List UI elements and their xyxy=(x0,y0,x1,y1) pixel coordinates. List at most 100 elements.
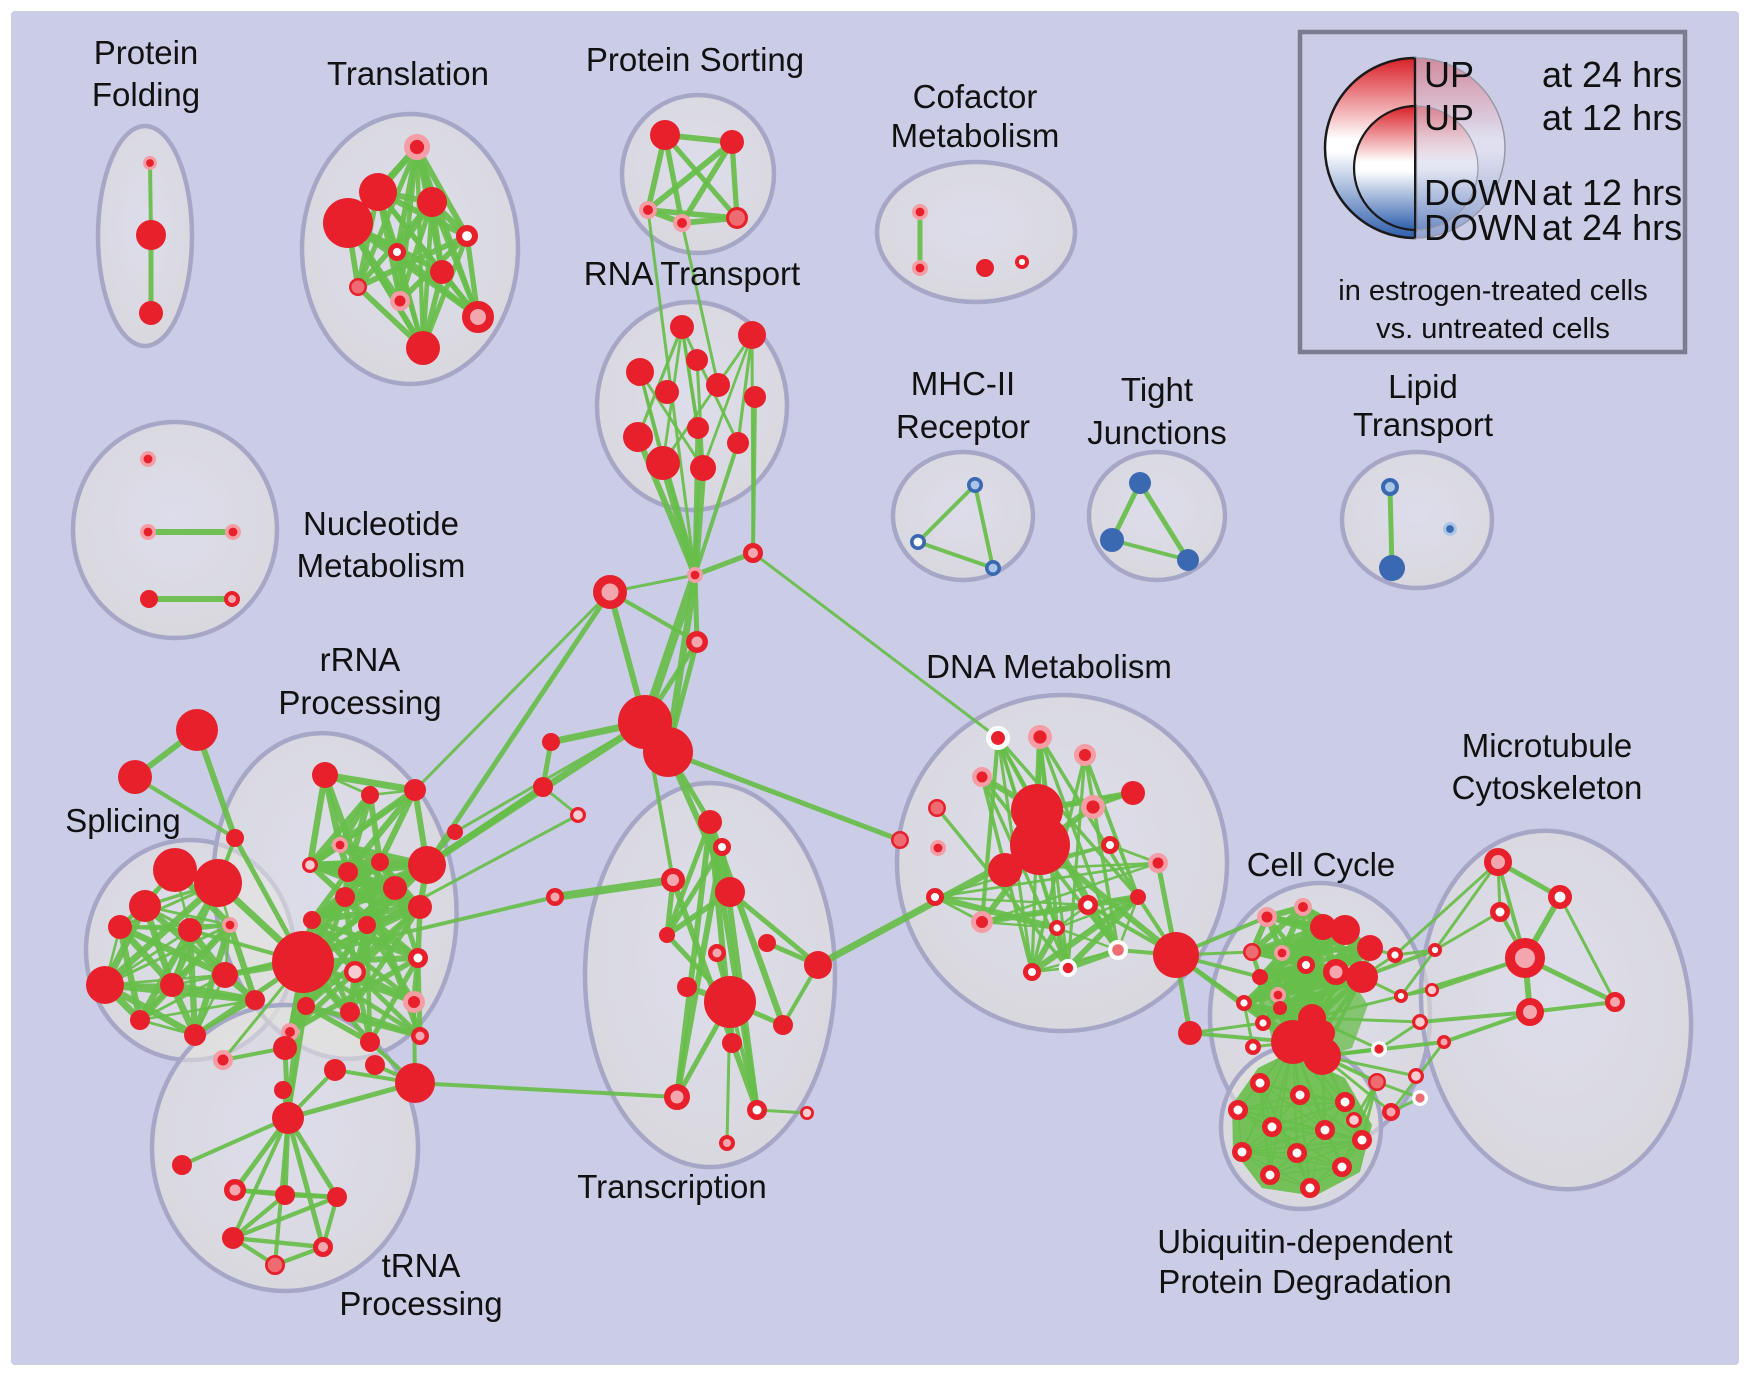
network-node xyxy=(371,853,389,871)
network-edge xyxy=(736,333,754,445)
network-node xyxy=(972,767,992,787)
network-node xyxy=(1379,555,1405,581)
network-edge xyxy=(424,589,613,868)
legend-up24-label: UP xyxy=(1424,54,1474,95)
network-edge xyxy=(1271,1101,1346,1128)
network-node xyxy=(349,278,367,296)
network-edge xyxy=(1110,538,1190,562)
network-edge xyxy=(1241,1129,1326,1153)
network-edge xyxy=(1241,962,1309,1006)
network-node xyxy=(655,380,679,404)
cluster-label-nucleotide: Metabolism xyxy=(297,547,466,584)
network-node xyxy=(1605,992,1625,1012)
network-edge xyxy=(1292,1041,1343,1168)
network-edge xyxy=(1393,860,1500,957)
cluster-label-protein-folding: Protein xyxy=(94,34,199,71)
legend-down24-label: DOWN xyxy=(1424,207,1538,248)
network-node xyxy=(706,373,730,397)
network-edge xyxy=(180,1116,290,1167)
network-node xyxy=(417,187,447,217)
network-node xyxy=(1100,835,1120,855)
network-edge xyxy=(101,879,222,989)
network-node xyxy=(273,1036,297,1060)
network-node xyxy=(130,1010,150,1030)
network-edge xyxy=(662,132,740,221)
network-node xyxy=(136,220,166,250)
network-node xyxy=(275,1185,295,1205)
network-edge xyxy=(1377,1020,1422,1051)
network-node xyxy=(928,799,946,817)
cluster-label-lipid-transport: Transport xyxy=(1353,406,1493,443)
network-edge xyxy=(321,771,419,794)
network-node xyxy=(1516,998,1544,1026)
network-edge xyxy=(285,1115,326,1250)
network-edge xyxy=(638,370,705,470)
network-node xyxy=(1505,938,1545,978)
cluster-ellipse-mhc-ii xyxy=(890,449,1036,583)
cluster-ellipse-lipid-transport xyxy=(1339,449,1495,591)
network-node xyxy=(744,386,766,408)
legend-down24-time: at 24 hrs xyxy=(1542,207,1682,248)
network-edge xyxy=(138,998,257,1022)
network-node xyxy=(659,927,675,943)
network-node xyxy=(406,331,440,365)
network-node xyxy=(1078,895,1098,915)
network-node xyxy=(395,1063,435,1103)
network-node xyxy=(1048,920,1065,937)
network-node xyxy=(720,130,744,154)
network-node xyxy=(245,990,265,1010)
network-edge xyxy=(168,981,259,1004)
legend-inner-circle-left xyxy=(1352,104,1418,232)
network-node xyxy=(673,214,691,232)
network-edge xyxy=(750,333,755,555)
network-node xyxy=(222,916,239,933)
network-node xyxy=(661,868,685,892)
network-edge xyxy=(1269,1166,1343,1176)
network-node xyxy=(358,916,376,934)
network-node xyxy=(690,455,716,481)
network-node xyxy=(360,1032,380,1052)
network-node xyxy=(1244,1038,1261,1055)
network-edge xyxy=(230,1192,288,1241)
network-node xyxy=(1300,1178,1320,1198)
network-node xyxy=(302,856,319,873)
network-edge xyxy=(729,139,740,221)
network-node xyxy=(687,417,709,439)
network-node xyxy=(313,1237,333,1257)
network-edge xyxy=(1433,860,1500,952)
network-node xyxy=(140,523,157,540)
network-node xyxy=(1437,1035,1451,1049)
network-node xyxy=(1228,1100,1248,1120)
network-edge xyxy=(352,969,373,1045)
network-node xyxy=(303,911,321,929)
network-edge xyxy=(231,1116,290,1240)
network-node xyxy=(1330,915,1360,945)
network-node xyxy=(1262,1117,1282,1137)
network-edge xyxy=(701,333,754,470)
network-node xyxy=(773,1015,793,1035)
network-edge xyxy=(636,325,684,439)
network-node xyxy=(704,976,756,1028)
network-node xyxy=(338,862,358,882)
network-node xyxy=(929,839,946,856)
network-edge xyxy=(1528,1000,1617,1014)
network-node xyxy=(143,156,157,170)
network-node xyxy=(1260,1165,1280,1185)
network-edge xyxy=(973,483,995,570)
network-node xyxy=(623,422,653,452)
cluster-label-trna-processing: Processing xyxy=(339,1285,502,1322)
network-edge xyxy=(1271,1126,1343,1168)
network-node xyxy=(747,1100,767,1120)
network-node xyxy=(686,631,708,653)
network-edge xyxy=(727,889,821,968)
network-node xyxy=(118,760,152,794)
network-node xyxy=(361,786,379,804)
network-edge xyxy=(1399,948,1437,998)
cluster-ellipse-cofactor xyxy=(874,159,1078,305)
cluster-label-tight-junctions: Junctions xyxy=(1087,414,1226,451)
network-node xyxy=(1407,1067,1424,1084)
network-node xyxy=(160,973,184,997)
network-edge xyxy=(1558,895,1617,1004)
network-edge xyxy=(352,969,423,1039)
